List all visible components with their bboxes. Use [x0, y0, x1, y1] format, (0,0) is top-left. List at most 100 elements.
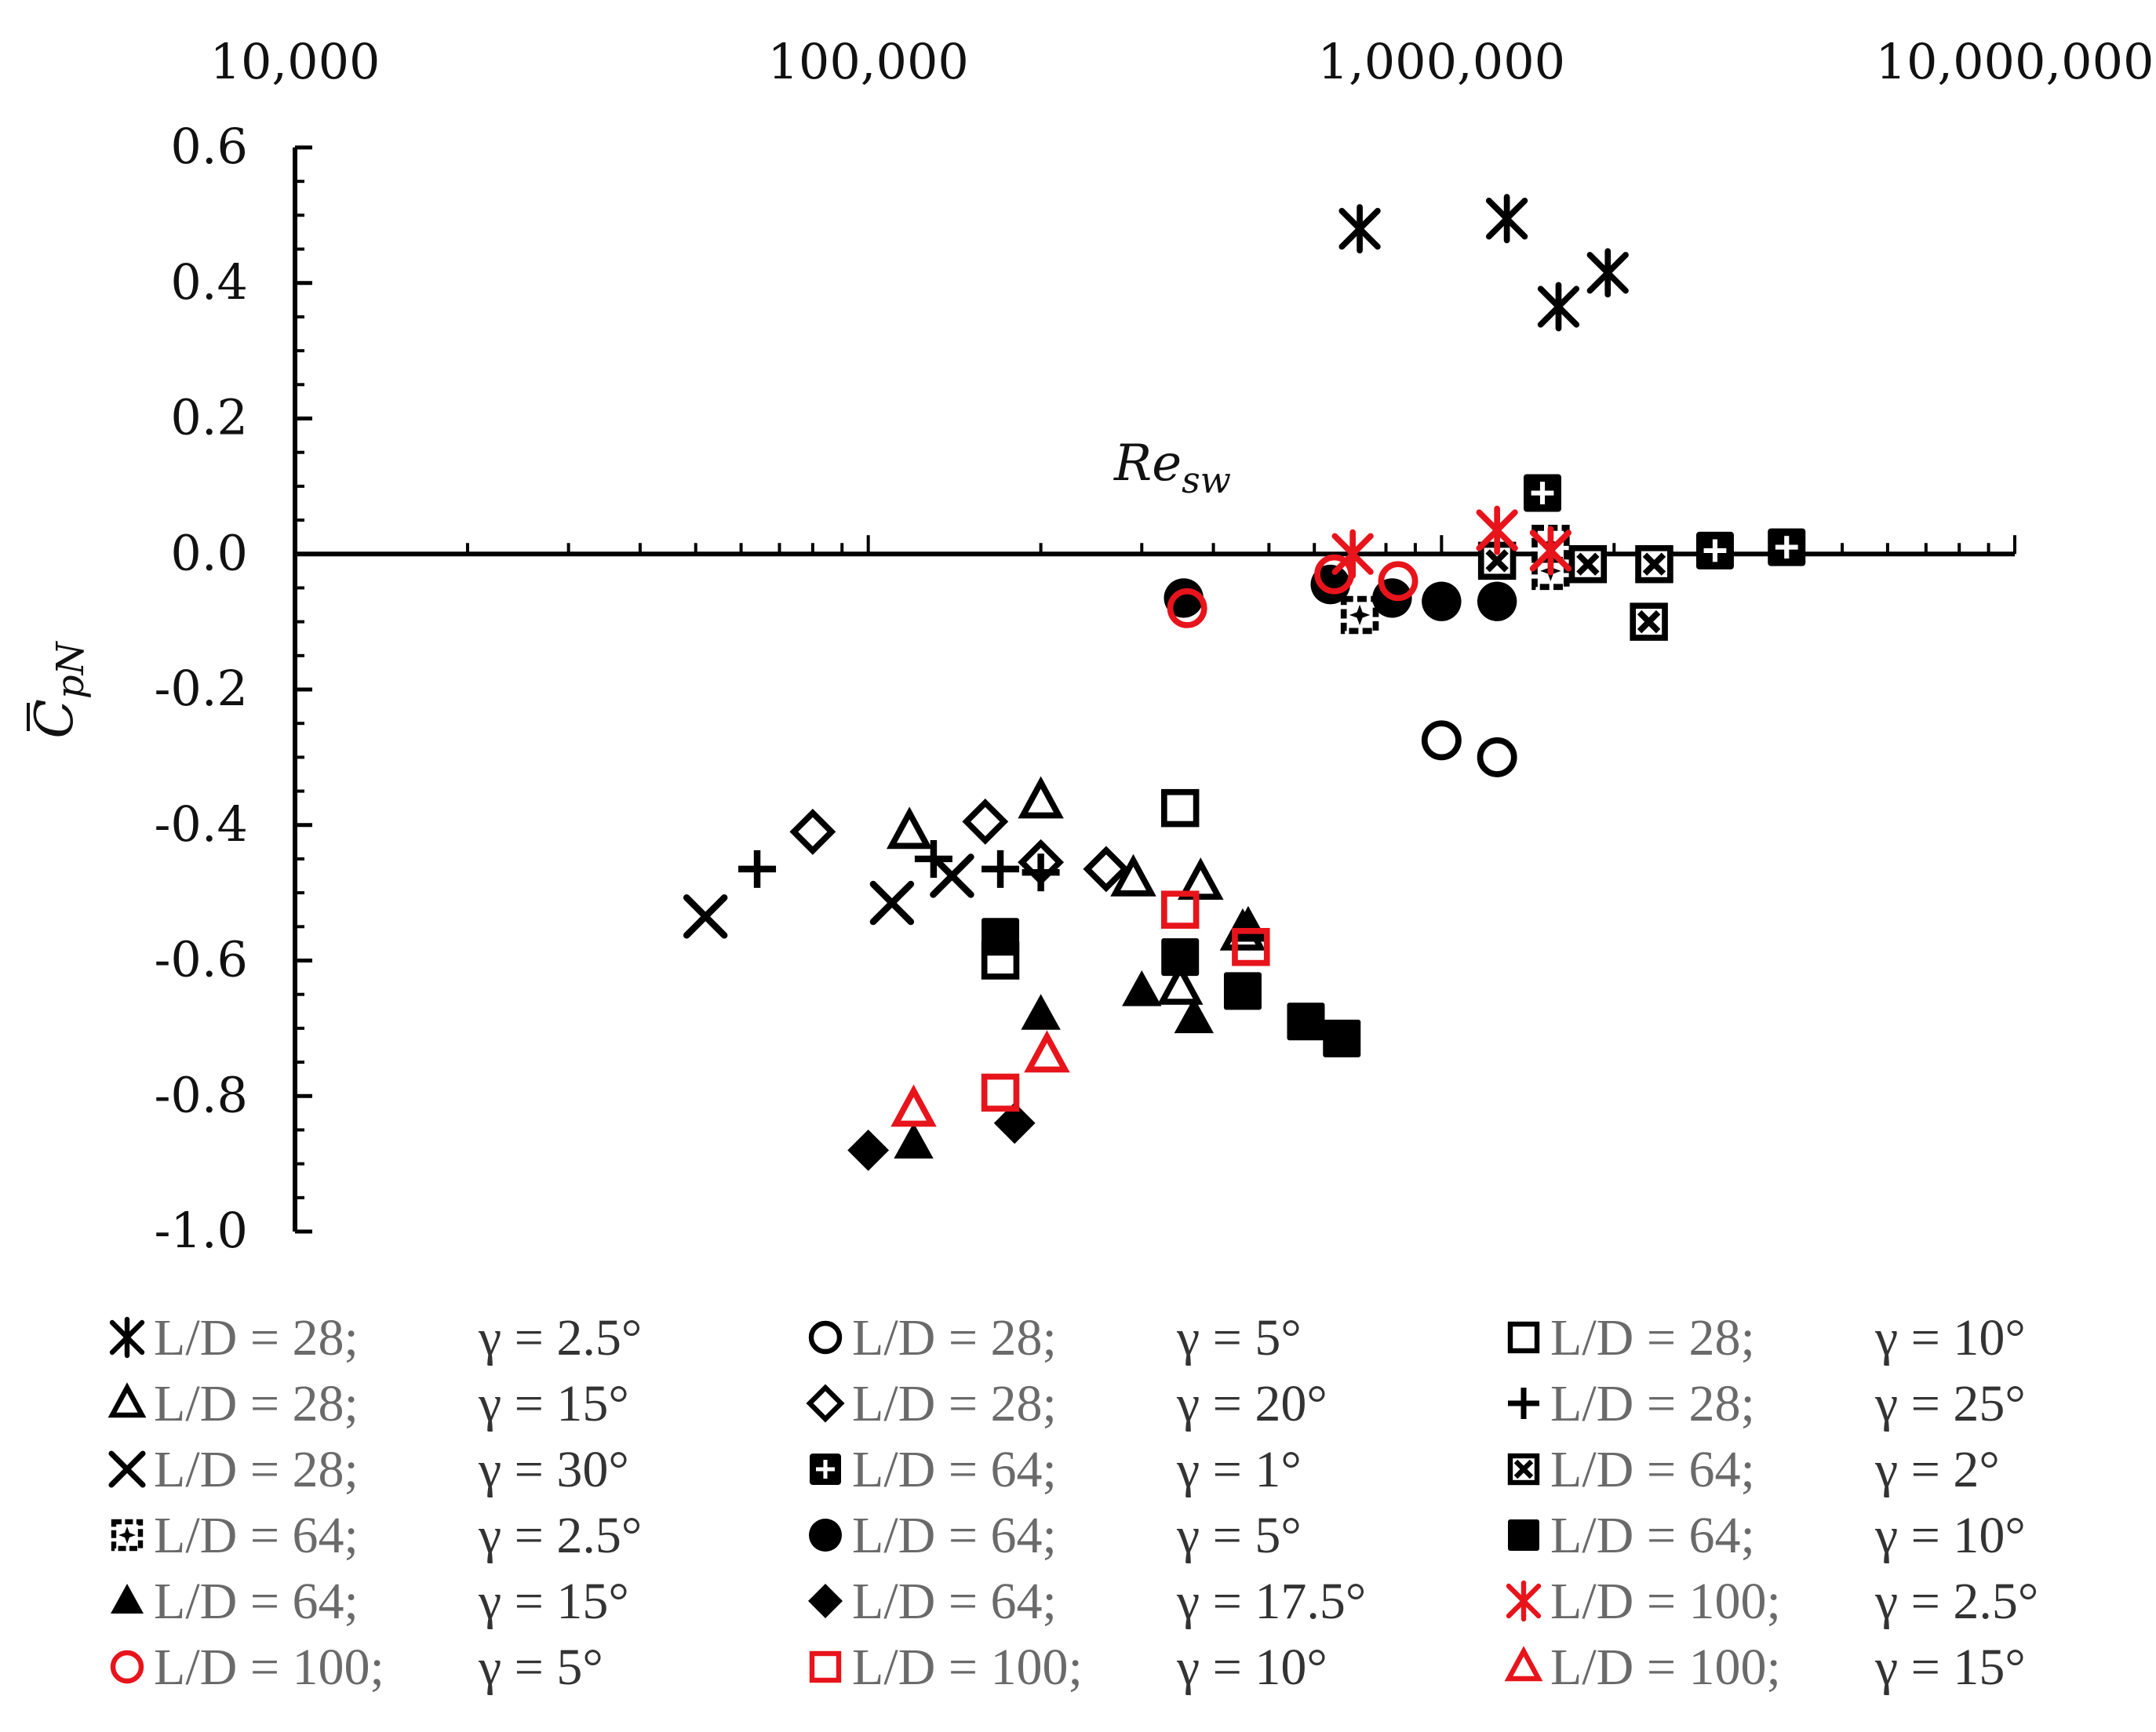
legend-item: L/D = 28; γ = 20° [806, 1375, 1327, 1432]
legend-gamma: γ = 2.5° [478, 1309, 642, 1366]
data-point [890, 1084, 937, 1127]
legend-marker [1507, 1321, 1540, 1354]
data-point [1378, 561, 1419, 602]
y-tick-label: 0.6 [170, 118, 248, 175]
data-point [1161, 938, 1200, 977]
legend-marker [110, 1650, 144, 1684]
legend-marker [107, 1382, 147, 1418]
legend-ld: L/D = 28; [154, 1375, 359, 1432]
axes: 0.6 0.4 0.2 0.0 -0.2 -0.4 -0.6 -0.8 -1.0 10,000 10… [154, 33, 2154, 1259]
data-point [1178, 857, 1224, 901]
data-point [1477, 581, 1517, 621]
legend-marker [806, 1384, 845, 1423]
legend-ld: L/D = 64; [154, 1573, 359, 1630]
y-tick-label: 0.2 [170, 389, 248, 446]
data-point [1310, 564, 1350, 605]
legend-gamma: γ = 15° [1874, 1639, 2026, 1696]
x-axis-label: Resw [1113, 435, 1231, 501]
y-tick-label: -0.8 [154, 1066, 248, 1123]
legend-item: L/D = 100; γ = 10° [809, 1639, 1327, 1696]
legend-marker [1508, 1519, 1539, 1551]
legend-ld: L/D = 64; [852, 1507, 1057, 1564]
data-point [869, 880, 915, 926]
legend-ld: L/D = 64; [1550, 1441, 1755, 1498]
data-point [1110, 853, 1156, 897]
legend-item: L/D = 64; γ = 2.5° [111, 1507, 642, 1564]
data-point [1021, 994, 1061, 1030]
data-point [1160, 788, 1200, 828]
y-tick-label: 0.0 [170, 524, 248, 581]
data-point [962, 799, 1009, 845]
legend: L/D = 28; γ = 2.5° L/D = 28; γ = 5° L/D = 28… [107, 1309, 2038, 1696]
data-point [738, 850, 777, 888]
legend-marker [108, 1450, 146, 1488]
data-point [1523, 474, 1561, 512]
legend-gamma: γ = 10° [1176, 1639, 1327, 1696]
y-tick-label: -0.2 [154, 660, 248, 717]
data-point [1223, 972, 1262, 1010]
legend-item: L/D = 28; γ = 25° [1508, 1375, 2026, 1432]
data-point [1635, 544, 1673, 584]
data-point [894, 1123, 934, 1159]
legend-item: L/D = 28; γ = 10° [1507, 1309, 2026, 1366]
legend-gamma: γ = 25° [1874, 1375, 2026, 1432]
data-points [683, 194, 1806, 1171]
legend-item: L/D = 64; γ = 15° [111, 1573, 629, 1630]
data-point [1529, 526, 1572, 576]
legend-marker [111, 1519, 144, 1552]
legend-ld: L/D = 64; [852, 1573, 1057, 1630]
data-point [1174, 997, 1215, 1034]
legend-marker [808, 1320, 843, 1355]
data-point [1287, 1002, 1325, 1041]
legend-gamma: γ = 2.5° [478, 1507, 642, 1564]
legend-marker [809, 1650, 842, 1683]
legend-ld: L/D = 100; [1550, 1639, 1781, 1696]
data-point [1083, 846, 1130, 893]
data-point [1768, 528, 1806, 566]
legend-item: L/D = 64; γ = 10° [1508, 1507, 2026, 1564]
data-point [789, 808, 836, 855]
legend-gamma: γ = 20° [1176, 1375, 1327, 1432]
legend-item: L/D = 28; γ = 5° [808, 1309, 1302, 1366]
legend-ld: L/D = 28; [1550, 1375, 1755, 1432]
legend-item: L/D = 28; γ = 15° [107, 1375, 629, 1432]
data-point [1630, 602, 1668, 641]
legend-item: L/D = 100; γ = 15° [1504, 1639, 2026, 1696]
axis-labels: Resw CpN [24, 435, 1231, 739]
legend-ld: L/D = 28; [852, 1309, 1057, 1366]
legend-gamma: γ = 10° [1874, 1507, 2026, 1564]
legend-gamma: γ = 2° [1874, 1441, 2000, 1498]
legend-marker [808, 1584, 843, 1618]
legend-gamma: γ = 1° [1176, 1441, 1302, 1498]
data-point [930, 853, 974, 898]
data-point [1568, 544, 1608, 584]
data-point [1323, 1019, 1361, 1057]
legend-item: L/D = 64; γ = 17.5° [808, 1573, 1366, 1630]
y-axis-label: CpN [24, 640, 93, 738]
legend-marker [809, 1519, 842, 1552]
legend-ld: L/D = 64; [154, 1507, 359, 1564]
legend-item: L/D = 100; γ = 2.5° [1506, 1573, 2038, 1630]
legend-gamma: γ = 30° [478, 1441, 629, 1498]
legend-item: L/D = 28; γ = 2.5° [109, 1309, 642, 1366]
legend-ld: L/D = 28; [154, 1309, 359, 1366]
legend-gamma: γ = 15° [478, 1375, 629, 1432]
legend-gamma: γ = 5° [1176, 1507, 1302, 1564]
legend-item: L/D = 28; γ = 30° [108, 1441, 629, 1498]
data-point [1338, 204, 1381, 254]
legend-ld: L/D = 28; [1550, 1309, 1755, 1366]
legend-gamma: γ = 5° [478, 1639, 603, 1696]
y-tick-label: -1.0 [154, 1202, 248, 1259]
legend-item: L/D = 64; γ = 5° [809, 1507, 1302, 1564]
data-point [1018, 776, 1064, 819]
data-point [886, 806, 933, 850]
data-point [1024, 1030, 1070, 1073]
legend-ld: L/D = 100; [154, 1639, 384, 1696]
legend-marker [1508, 1388, 1539, 1419]
legend-ld: L/D = 100; [852, 1639, 1083, 1696]
data-point [1314, 554, 1355, 595]
data-point [1695, 531, 1734, 569]
legend-item: L/D = 64; γ = 1° [810, 1441, 1302, 1498]
